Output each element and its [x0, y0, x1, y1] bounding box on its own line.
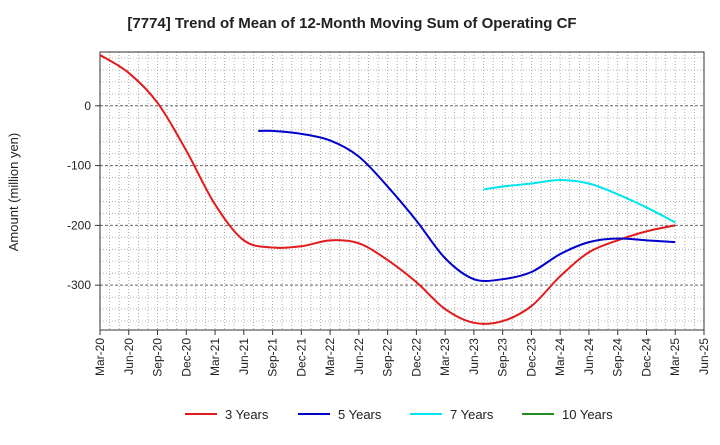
x-tick-label: Dec-23 [524, 338, 538, 377]
x-tick-label: Dec-21 [294, 338, 308, 377]
y-tick-label: -200 [67, 218, 91, 232]
x-tick-label: Mar-20 [93, 338, 107, 376]
x-tick-label: Mar-21 [208, 338, 222, 376]
x-tick-label: Dec-20 [179, 338, 193, 377]
x-tick-label: Jun-25 [697, 338, 711, 375]
x-tick-label: Sep-22 [381, 338, 395, 377]
x-tick-label: Jun-22 [352, 338, 366, 375]
series-line-3-years [99, 54, 676, 325]
axes: 0 -100 -200 -300 Mar-20 Jun-20 Sep-20 Dec-20 Mar… [67, 51, 711, 377]
x-tick-label: Mar-25 [668, 338, 682, 376]
y-tick-label: -100 [67, 159, 91, 173]
x-tick-label: Sep-23 [496, 338, 510, 377]
legend-label-5-years: 5 Years [338, 407, 382, 422]
y-axis-label: Amount (million yen) [6, 133, 21, 252]
x-tick-label: Sep-24 [611, 338, 625, 377]
x-tick-label: Mar-23 [438, 338, 452, 376]
series-line-7-years [483, 178, 676, 224]
chart-title: [7774] Trend of Mean of 12-Month Moving … [127, 15, 576, 32]
x-tick-label: Jun-24 [582, 338, 596, 375]
plot-frame [99, 51, 705, 331]
series-line-5-years [258, 129, 676, 283]
legend-label-7-years: 7 Years [450, 407, 494, 422]
plot-lines [99, 54, 676, 325]
x-tick-label: Dec-22 [409, 338, 423, 377]
y-tick-label: 0 [84, 99, 91, 113]
x-tick-label: Jun-20 [122, 338, 136, 375]
y-tick-label: -300 [67, 278, 91, 292]
x-tick-label: Jun-23 [467, 338, 481, 375]
x-tick-label: Dec-24 [639, 338, 653, 377]
legend: 3 Years 5 Years 7 Years 10 Years [185, 407, 613, 422]
grid [100, 52, 705, 330]
legend-label-10-years: 10 Years [562, 407, 613, 422]
x-tick-label: Mar-24 [553, 338, 567, 376]
x-tick-label: Sep-21 [266, 338, 280, 377]
x-tick-label: Sep-20 [151, 338, 165, 377]
x-tick-label: Jun-21 [237, 338, 251, 375]
x-tick-label: Mar-22 [323, 338, 337, 376]
legend-label-3-years: 3 Years [225, 407, 269, 422]
